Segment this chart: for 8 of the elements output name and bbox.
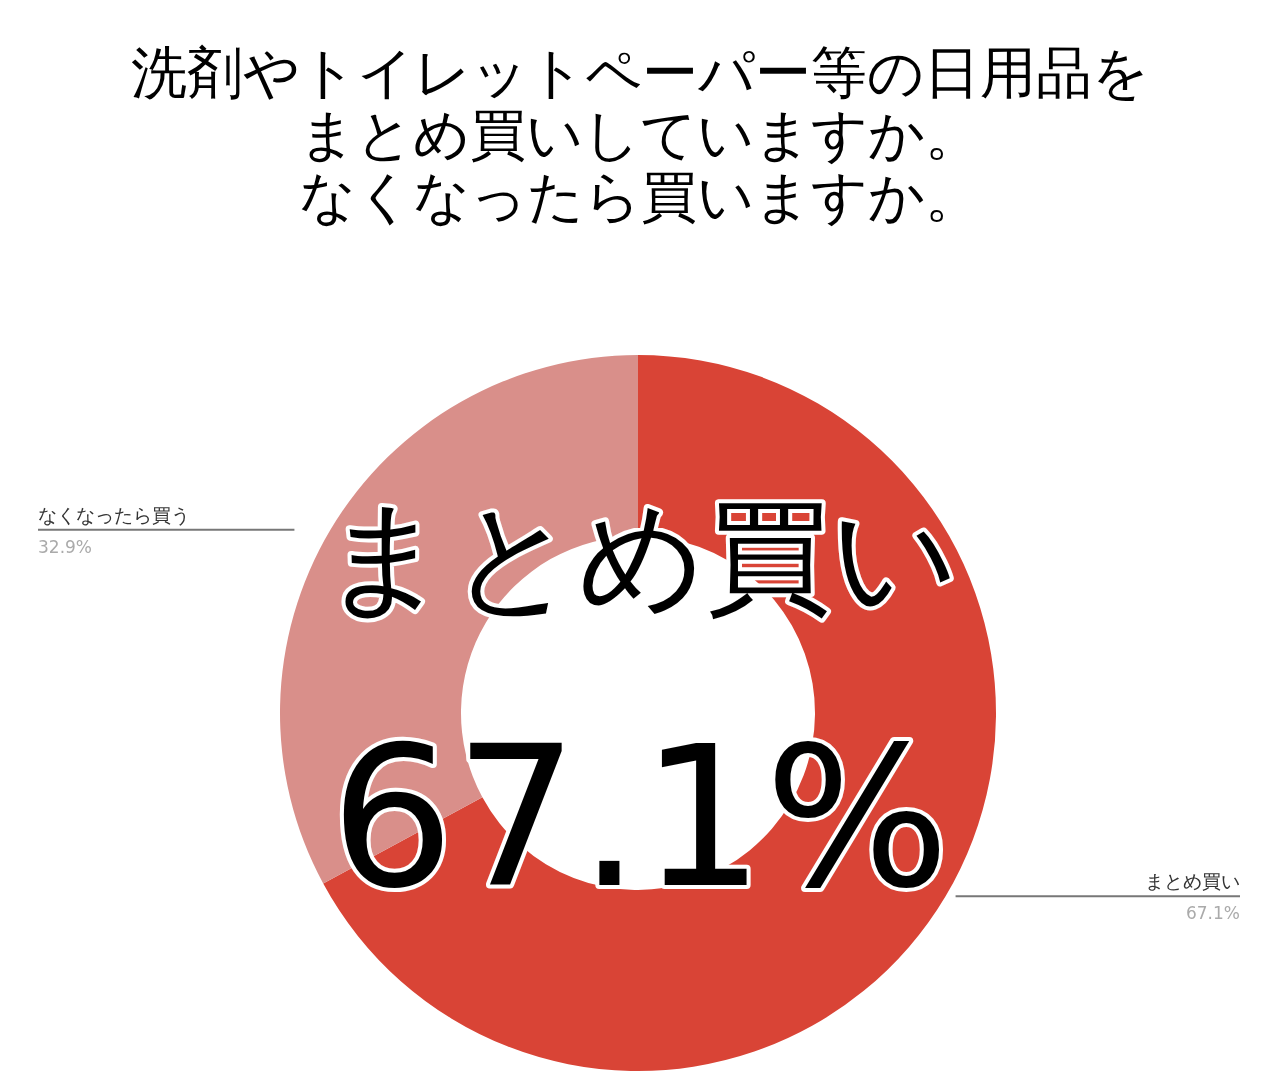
data-label: 32.9% xyxy=(38,536,93,557)
chart-subtitle: なくなったら買いますか。 xyxy=(298,164,982,229)
text: まとめ買い xyxy=(321,484,959,629)
slice-label: なくなったら買う xyxy=(38,503,190,526)
data-label: 67.1% xyxy=(1185,903,1240,924)
slice-label: まとめ買い xyxy=(1145,870,1240,893)
chart-title: 洗剤やトイレットペーパー等の日用品をまとめ買いしていますか。 xyxy=(130,40,1150,167)
text: 67.1% xyxy=(330,704,950,931)
